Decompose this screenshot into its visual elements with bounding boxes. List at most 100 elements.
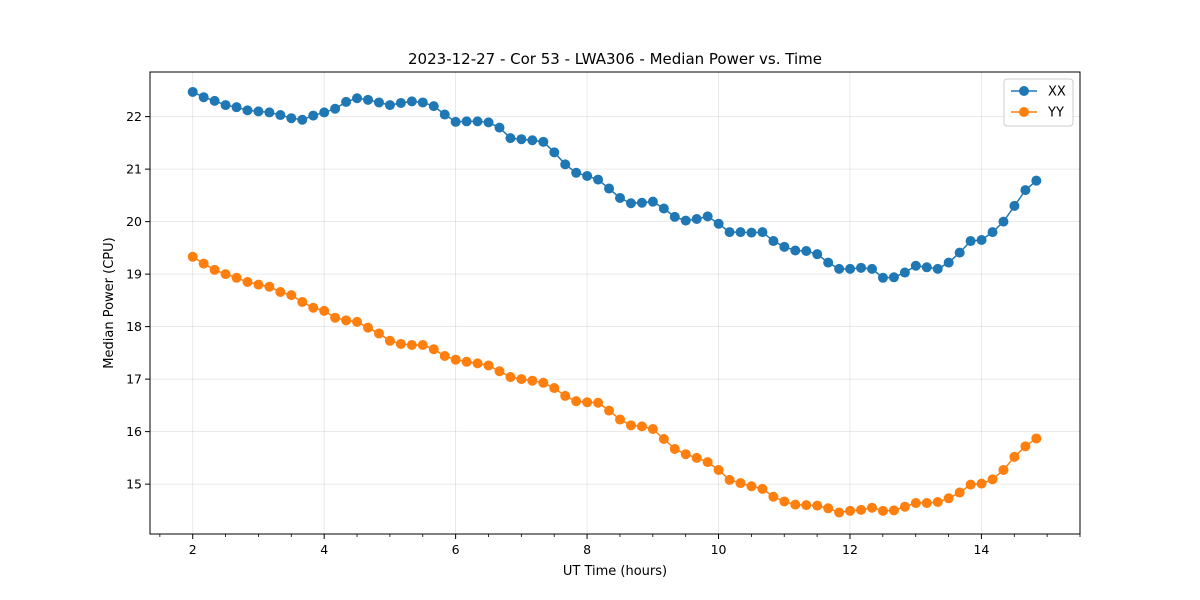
data-point-yy bbox=[538, 377, 549, 388]
data-point-yy bbox=[352, 316, 363, 327]
data-point-xx bbox=[549, 147, 560, 158]
data-point-xx bbox=[834, 263, 845, 274]
data-point-xx bbox=[494, 122, 505, 133]
x-tick-label: 8 bbox=[583, 542, 591, 557]
data-point-xx bbox=[801, 246, 812, 257]
data-point-yy bbox=[319, 305, 330, 316]
data-point-xx bbox=[330, 103, 341, 114]
legend-marker-yy bbox=[1019, 107, 1029, 117]
data-point-yy bbox=[264, 281, 275, 292]
data-point-yy bbox=[998, 464, 1009, 475]
data-point-xx bbox=[483, 117, 494, 128]
data-point-yy bbox=[450, 354, 461, 365]
data-point-yy bbox=[834, 507, 845, 518]
data-point-yy bbox=[647, 424, 658, 434]
data-point-yy bbox=[242, 277, 253, 287]
data-point-xx bbox=[308, 110, 319, 121]
data-point-xx bbox=[625, 198, 636, 209]
data-point-yy bbox=[735, 478, 746, 489]
data-point-xx bbox=[899, 267, 910, 278]
data-point-xx bbox=[593, 174, 604, 185]
data-point-xx bbox=[516, 134, 527, 145]
data-point-yy bbox=[384, 335, 395, 346]
y-tick-label: 17 bbox=[126, 372, 142, 387]
series-yy bbox=[187, 251, 1042, 518]
series-xx bbox=[187, 86, 1042, 283]
data-point-xx bbox=[220, 100, 231, 111]
data-point-yy bbox=[724, 474, 735, 485]
data-point-xx bbox=[779, 241, 790, 252]
data-point-xx bbox=[669, 211, 680, 222]
x-tick-label: 2 bbox=[189, 542, 197, 557]
data-point-yy bbox=[658, 433, 669, 444]
data-point-xx bbox=[724, 227, 735, 238]
data-point-yy bbox=[768, 491, 779, 502]
data-point-xx bbox=[450, 116, 461, 127]
y-axis: 15 16 17 18 19 20 21 22 bbox=[126, 109, 150, 492]
data-point-yy bbox=[330, 312, 341, 323]
data-point-yy bbox=[505, 372, 516, 383]
data-point-xx bbox=[867, 263, 878, 274]
data-point-xx bbox=[406, 96, 417, 107]
data-point-xx bbox=[702, 211, 713, 222]
data-point-xx bbox=[921, 262, 932, 273]
data-point-xx bbox=[198, 92, 209, 103]
data-point-xx bbox=[297, 114, 308, 125]
data-point-yy bbox=[516, 374, 527, 385]
data-point-xx bbox=[1031, 175, 1042, 186]
data-point-xx bbox=[856, 262, 867, 273]
y-tick-label: 18 bbox=[126, 319, 142, 334]
x-tick-label: 14 bbox=[973, 542, 989, 557]
data-point-yy bbox=[461, 356, 472, 367]
data-point-xx bbox=[395, 97, 406, 108]
data-point-xx bbox=[647, 196, 658, 207]
data-point-yy bbox=[669, 443, 680, 454]
x-tick-label: 12 bbox=[842, 542, 858, 557]
legend-label-xx: XX bbox=[1048, 85, 1066, 100]
data-point-yy bbox=[801, 500, 812, 511]
data-point-yy bbox=[582, 397, 593, 408]
y-tick-label: 15 bbox=[126, 477, 142, 492]
chart-title: 2023-12-27 - Cor 53 - LWA306 - Median Po… bbox=[408, 50, 822, 68]
data-point-yy bbox=[615, 414, 626, 425]
data-point-xx bbox=[713, 218, 724, 229]
data-point-yy bbox=[812, 500, 823, 511]
data-point-yy bbox=[220, 269, 231, 280]
data-point-xx bbox=[209, 95, 220, 106]
y-tick-label: 19 bbox=[126, 267, 142, 282]
data-point-xx bbox=[812, 249, 823, 260]
data-point-xx bbox=[954, 247, 965, 258]
data-point-xx bbox=[264, 107, 275, 118]
data-point-xx bbox=[888, 272, 899, 283]
legend: XX YY bbox=[1003, 78, 1074, 127]
data-point-yy bbox=[494, 366, 505, 377]
data-point-xx bbox=[439, 109, 450, 120]
data-point-yy bbox=[932, 496, 943, 507]
data-point-yy bbox=[888, 505, 899, 516]
data-point-xx bbox=[538, 136, 549, 147]
data-point-yy bbox=[1020, 441, 1031, 452]
x-tick-label: 4 bbox=[320, 542, 328, 557]
series-layer bbox=[187, 86, 1042, 518]
data-point-yy bbox=[549, 383, 560, 394]
data-point-xx bbox=[242, 105, 253, 116]
data-point-yy bbox=[790, 499, 801, 510]
x-tick-label: 6 bbox=[452, 542, 460, 557]
data-point-yy bbox=[198, 258, 209, 269]
data-point-yy bbox=[231, 272, 242, 283]
data-point-yy bbox=[680, 449, 691, 460]
data-point-yy bbox=[877, 505, 888, 516]
data-point-yy bbox=[713, 464, 724, 475]
data-point-yy bbox=[965, 479, 976, 490]
data-point-xx bbox=[472, 116, 483, 127]
data-point-xx bbox=[231, 102, 242, 113]
data-point-xx bbox=[680, 215, 691, 226]
data-point-yy bbox=[976, 478, 987, 489]
grid bbox=[150, 72, 1080, 534]
data-point-yy bbox=[987, 474, 998, 485]
data-point-yy bbox=[636, 421, 647, 432]
data-point-yy bbox=[406, 340, 417, 350]
data-point-yy bbox=[910, 498, 921, 509]
data-point-yy bbox=[341, 315, 352, 326]
data-point-xx bbox=[757, 227, 768, 238]
